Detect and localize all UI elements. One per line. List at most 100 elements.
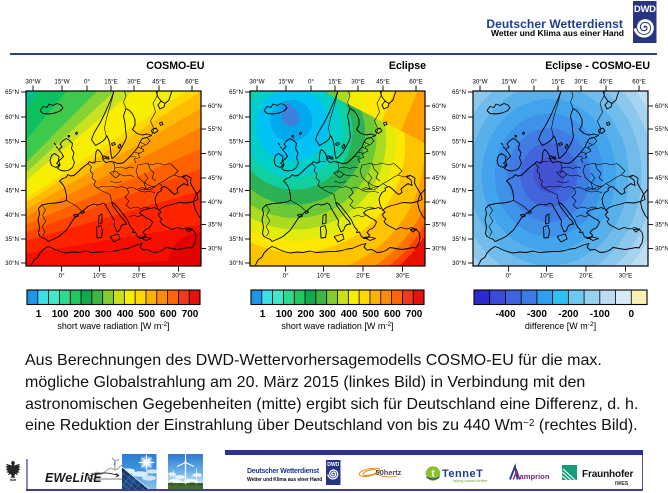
svg-text:60°E: 60°E — [185, 79, 198, 86]
svg-text:60°N: 60°N — [229, 114, 243, 121]
svg-text:45°E: 45°E — [376, 79, 389, 86]
svg-text:35°N: 35°N — [229, 236, 243, 243]
svg-text:45°N: 45°N — [208, 175, 222, 182]
svg-text:400: 400 — [116, 309, 133, 320]
svg-text:15°W: 15°W — [278, 79, 293, 86]
svg-text:1: 1 — [35, 309, 41, 320]
svg-text:700: 700 — [181, 309, 198, 320]
svg-text:40°N: 40°N — [432, 199, 446, 206]
svg-text:0°: 0° — [531, 79, 537, 86]
svg-text:30°W: 30°W — [249, 79, 264, 86]
svg-text:0°: 0° — [84, 79, 90, 86]
svg-text:30°N: 30°N — [229, 260, 243, 267]
svg-text:short wave radiation [W m-2]: short wave radiation [W m-2] — [281, 321, 393, 331]
svg-text:40°N: 40°N — [655, 199, 668, 206]
svg-text:Fraunhofer: Fraunhofer — [582, 469, 634, 480]
svg-text:55°N: 55°N — [452, 139, 466, 146]
svg-text:60°N: 60°N — [432, 103, 446, 110]
svg-text:45°N: 45°N — [5, 188, 19, 195]
svg-text:amprion: amprion — [520, 472, 550, 481]
svg-text:65°N: 65°N — [452, 89, 466, 96]
svg-text:IWES: IWES — [615, 481, 629, 487]
svg-text:0: 0 — [628, 309, 634, 320]
svg-text:45°N: 45°N — [432, 175, 446, 182]
svg-text:taking power further: taking power further — [453, 477, 488, 482]
svg-text:40°N: 40°N — [5, 212, 19, 219]
svg-text:55°N: 55°N — [229, 139, 243, 146]
svg-text:10°E: 10°E — [92, 273, 105, 280]
svg-text:20°E: 20°E — [356, 273, 369, 280]
svg-text:45°N: 45°N — [452, 188, 466, 195]
svg-text:65°N: 65°N — [5, 89, 19, 96]
svg-text:15°E: 15°E — [551, 79, 564, 86]
svg-text:500: 500 — [138, 309, 155, 320]
svg-text:200: 200 — [297, 309, 314, 320]
svg-text:DWD: DWD — [634, 4, 656, 15]
svg-text:30°E: 30°E — [171, 273, 184, 280]
svg-text:35°N: 35°N — [5, 236, 19, 243]
svg-text:45°E: 45°E — [599, 79, 612, 86]
svg-text:0°: 0° — [308, 79, 314, 86]
svg-text:55°N: 55°N — [208, 126, 222, 133]
svg-text:10°E: 10°E — [539, 273, 552, 280]
svg-text:100: 100 — [51, 309, 68, 320]
svg-text:10°E: 10°E — [317, 273, 330, 280]
svg-text:1: 1 — [260, 309, 266, 320]
svg-text:50°N: 50°N — [229, 163, 243, 170]
svg-text:45°N: 45°N — [655, 175, 668, 182]
svg-text:50°N: 50°N — [655, 151, 668, 158]
svg-text:15°E: 15°E — [328, 79, 341, 86]
svg-text:400: 400 — [341, 309, 358, 320]
svg-text:0°: 0° — [505, 273, 511, 280]
svg-text:30°N: 30°N — [432, 246, 446, 253]
svg-text:55°N: 55°N — [655, 126, 668, 133]
svg-text:45°N: 45°N — [229, 188, 243, 195]
svg-text:-200: -200 — [558, 309, 578, 320]
svg-text:30°E: 30°E — [127, 79, 140, 86]
svg-text:500: 500 — [362, 309, 379, 320]
svg-text:50°N: 50°N — [208, 151, 222, 158]
svg-text:15°E: 15°E — [104, 79, 117, 86]
svg-text:300: 300 — [95, 309, 112, 320]
svg-text:30°E: 30°E — [396, 273, 409, 280]
svg-text:DWD: DWD — [327, 462, 339, 468]
svg-text:55°N: 55°N — [432, 126, 446, 133]
svg-text:15°W: 15°W — [501, 79, 516, 86]
svg-text:30°N: 30°N — [208, 246, 222, 253]
svg-text:0°: 0° — [58, 273, 64, 280]
svg-text:300: 300 — [319, 309, 336, 320]
svg-text:TenneT: TenneT — [442, 468, 483, 480]
svg-text:200: 200 — [73, 309, 90, 320]
svg-text:0°: 0° — [283, 273, 289, 280]
svg-text:60°N: 60°N — [5, 114, 19, 121]
svg-text:20°E: 20°E — [132, 273, 145, 280]
svg-text:60°N: 60°N — [208, 103, 222, 110]
svg-text:50°N: 50°N — [432, 151, 446, 158]
svg-text:35°N: 35°N — [452, 236, 466, 243]
svg-text:30°N: 30°N — [5, 260, 19, 267]
svg-text:30°W: 30°W — [472, 79, 487, 86]
svg-text:40°N: 40°N — [208, 199, 222, 206]
svg-text:20°E: 20°E — [579, 273, 592, 280]
svg-text:difference [W m-2]: difference [W m-2] — [524, 321, 595, 331]
svg-text:30°N: 30°N — [452, 260, 466, 267]
svg-text:35°N: 35°N — [208, 222, 222, 229]
svg-text:15°W: 15°W — [54, 79, 69, 86]
svg-text:short wave radiation [W m-2]: short wave radiation [W m-2] — [57, 321, 169, 331]
svg-text:55°N: 55°N — [5, 139, 19, 146]
svg-text:50hertz: 50hertz — [376, 468, 402, 477]
svg-text:40°N: 40°N — [229, 212, 243, 219]
svg-text:-400: -400 — [495, 309, 515, 320]
svg-text:700: 700 — [406, 309, 423, 320]
svg-text:30°E: 30°E — [618, 273, 631, 280]
svg-text:60°E: 60°E — [632, 79, 645, 86]
svg-text:30°N: 30°N — [655, 246, 668, 253]
svg-text:30°E: 30°E — [574, 79, 587, 86]
svg-text:100: 100 — [276, 309, 293, 320]
svg-text:30°E: 30°E — [351, 79, 364, 86]
svg-text:50°N: 50°N — [452, 163, 466, 170]
svg-text:40°N: 40°N — [452, 212, 466, 219]
svg-text:600: 600 — [160, 309, 177, 320]
svg-text:30°W: 30°W — [25, 79, 40, 86]
svg-text:-100: -100 — [589, 309, 609, 320]
